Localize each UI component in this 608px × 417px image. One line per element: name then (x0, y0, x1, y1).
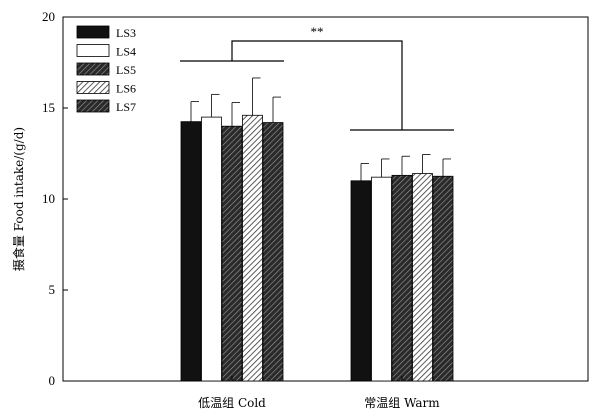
bar (201, 116, 222, 382)
y-tick-label: 0 (49, 373, 56, 388)
legend-swatch (76, 25, 110, 39)
y-tick-label: 5 (49, 282, 56, 297)
plot-frame (62, 16, 589, 382)
legend-swatch (76, 44, 110, 57)
x-tick-label: 低温组 Cold (198, 396, 266, 410)
y-axis-title: 摄食量 Food intake/(g/d) (11, 127, 26, 271)
bar (180, 121, 202, 382)
bar (350, 180, 372, 382)
bar (371, 176, 392, 382)
bar (262, 122, 284, 382)
x-tick-label: 常温组 Warm (364, 396, 440, 410)
legend-label: LS5 (116, 63, 136, 77)
legend-label: LS3 (116, 26, 136, 40)
legend-swatch (76, 99, 110, 113)
bar (391, 174, 413, 382)
bar (221, 125, 243, 382)
significance-label: ** (311, 24, 324, 39)
legend-swatch (76, 81, 110, 94)
sig-bracket-connector (231, 40, 403, 130)
bar (432, 175, 454, 382)
legend-label: LS7 (116, 100, 136, 114)
legend-swatch (76, 62, 110, 76)
y-tick-label: 15 (42, 100, 55, 115)
y-tick-label: 10 (42, 191, 55, 206)
bar (412, 173, 433, 382)
y-tick-label: 20 (42, 9, 55, 24)
bar (242, 114, 263, 382)
legend-label: LS6 (116, 82, 136, 96)
legend-label: LS4 (116, 45, 136, 59)
